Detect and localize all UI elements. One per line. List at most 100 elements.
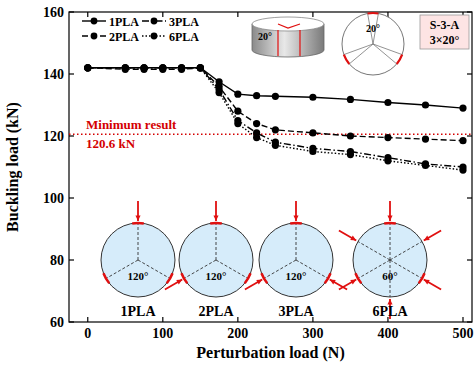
imperfection-arc (210, 222, 222, 225)
series-marker (140, 64, 147, 71)
inset-circle (342, 13, 404, 75)
load-arrowhead (350, 280, 356, 285)
imperfection-arc (355, 273, 361, 283)
series-marker (140, 64, 147, 71)
chart: 60801001201401600100200300400500Perturba… (0, 0, 474, 367)
series-marker (159, 64, 166, 71)
x-tick (162, 317, 163, 322)
series-line (88, 68, 463, 170)
inset-label: 20° (366, 23, 380, 34)
y-tick (467, 197, 472, 198)
diagram-angle: 120° (206, 270, 227, 282)
series-marker (234, 120, 241, 127)
y-tick-label: 160 (43, 5, 64, 20)
series-line (88, 68, 463, 141)
x-tick (87, 12, 88, 17)
diagram-radius (216, 223, 217, 260)
load-arrowhead (293, 216, 298, 221)
series-marker (309, 129, 316, 136)
imperfection-arc (181, 273, 187, 283)
series-marker (253, 92, 260, 99)
series-marker (384, 134, 391, 141)
series-marker (384, 99, 391, 106)
x-tick (462, 317, 463, 322)
diagram-circle (179, 223, 253, 297)
diagram-circle (353, 223, 427, 297)
series-marker (347, 151, 354, 158)
x-tick-label: 300 (302, 326, 323, 341)
series-marker (309, 94, 316, 101)
diagram-label: 3PLA (279, 304, 315, 319)
inset-radius (349, 44, 373, 64)
load-arrowhead (176, 280, 182, 285)
imperfection-arc (132, 222, 144, 225)
x-tick (237, 317, 238, 322)
load-arrowhead (387, 216, 392, 221)
diagram-label: 1PLA (121, 304, 157, 319)
x-tick (237, 12, 238, 17)
series-marker (459, 167, 466, 174)
series-marker (159, 64, 166, 71)
series-marker (140, 64, 147, 71)
inset-arc (344, 55, 349, 64)
x-axis-title: Perturbation load (N) (196, 344, 344, 362)
series-marker (272, 142, 279, 149)
x-tick-label: 400 (377, 326, 398, 341)
imperfection-arc (384, 222, 396, 225)
circle-inset: 20° (342, 13, 404, 75)
series-marker (234, 91, 241, 98)
series-marker (253, 120, 260, 127)
series-marker (253, 134, 260, 141)
series-marker (197, 64, 204, 71)
legend-marker (91, 33, 98, 40)
imperfection-arc (290, 222, 302, 225)
load-arrow (424, 231, 441, 241)
y-tick (467, 135, 472, 136)
series-marker (178, 64, 185, 71)
legend-marker (151, 18, 158, 25)
diagram-radius (390, 242, 422, 261)
reference-group (69, 134, 472, 135)
diagram-label: 6PLA (373, 304, 409, 319)
imperfection-arc (167, 273, 173, 283)
load-arrowhead (256, 280, 262, 285)
load-arrow (330, 280, 347, 290)
x-tick-label: 100 (152, 326, 173, 341)
case-title: S-3-A (430, 18, 460, 32)
load-arrow (424, 280, 441, 290)
diagram-label: 2PLA (199, 304, 235, 319)
x-tick (87, 317, 88, 322)
series-marker (309, 148, 316, 155)
inset-arc (368, 12, 379, 15)
y-tick-label: 80 (50, 253, 64, 268)
diagram: 120° 2PLA (165, 201, 253, 319)
imperfection-arc (325, 273, 331, 283)
y-tick (467, 321, 472, 322)
legend-label: 2PLA (109, 30, 139, 44)
series-marker (422, 101, 429, 108)
y-tick (69, 135, 74, 136)
load-arrowhead (424, 236, 430, 241)
series-marker (347, 96, 354, 103)
y-tick (69, 73, 74, 74)
series-marker (178, 64, 185, 71)
series-marker (459, 105, 466, 112)
cylinder-inset: 20° (252, 17, 324, 57)
x-tick (312, 12, 313, 17)
y-tick (69, 197, 74, 198)
diagram: 60°6PLA (339, 201, 441, 319)
diagram-radius (138, 223, 139, 260)
diagram-angle: 120° (286, 270, 307, 282)
load-arrow (339, 231, 356, 241)
series-marker (215, 89, 222, 96)
series-group (84, 64, 466, 173)
load-arrow (245, 280, 262, 290)
series-marker (122, 64, 129, 71)
diagram: 120°1PLA (101, 201, 175, 319)
x-tick-label: 500 (452, 326, 473, 341)
series-line (88, 68, 463, 108)
cylinder-top (252, 17, 324, 31)
series-marker (197, 64, 204, 71)
series-marker (197, 64, 204, 71)
y-tick (69, 11, 74, 12)
